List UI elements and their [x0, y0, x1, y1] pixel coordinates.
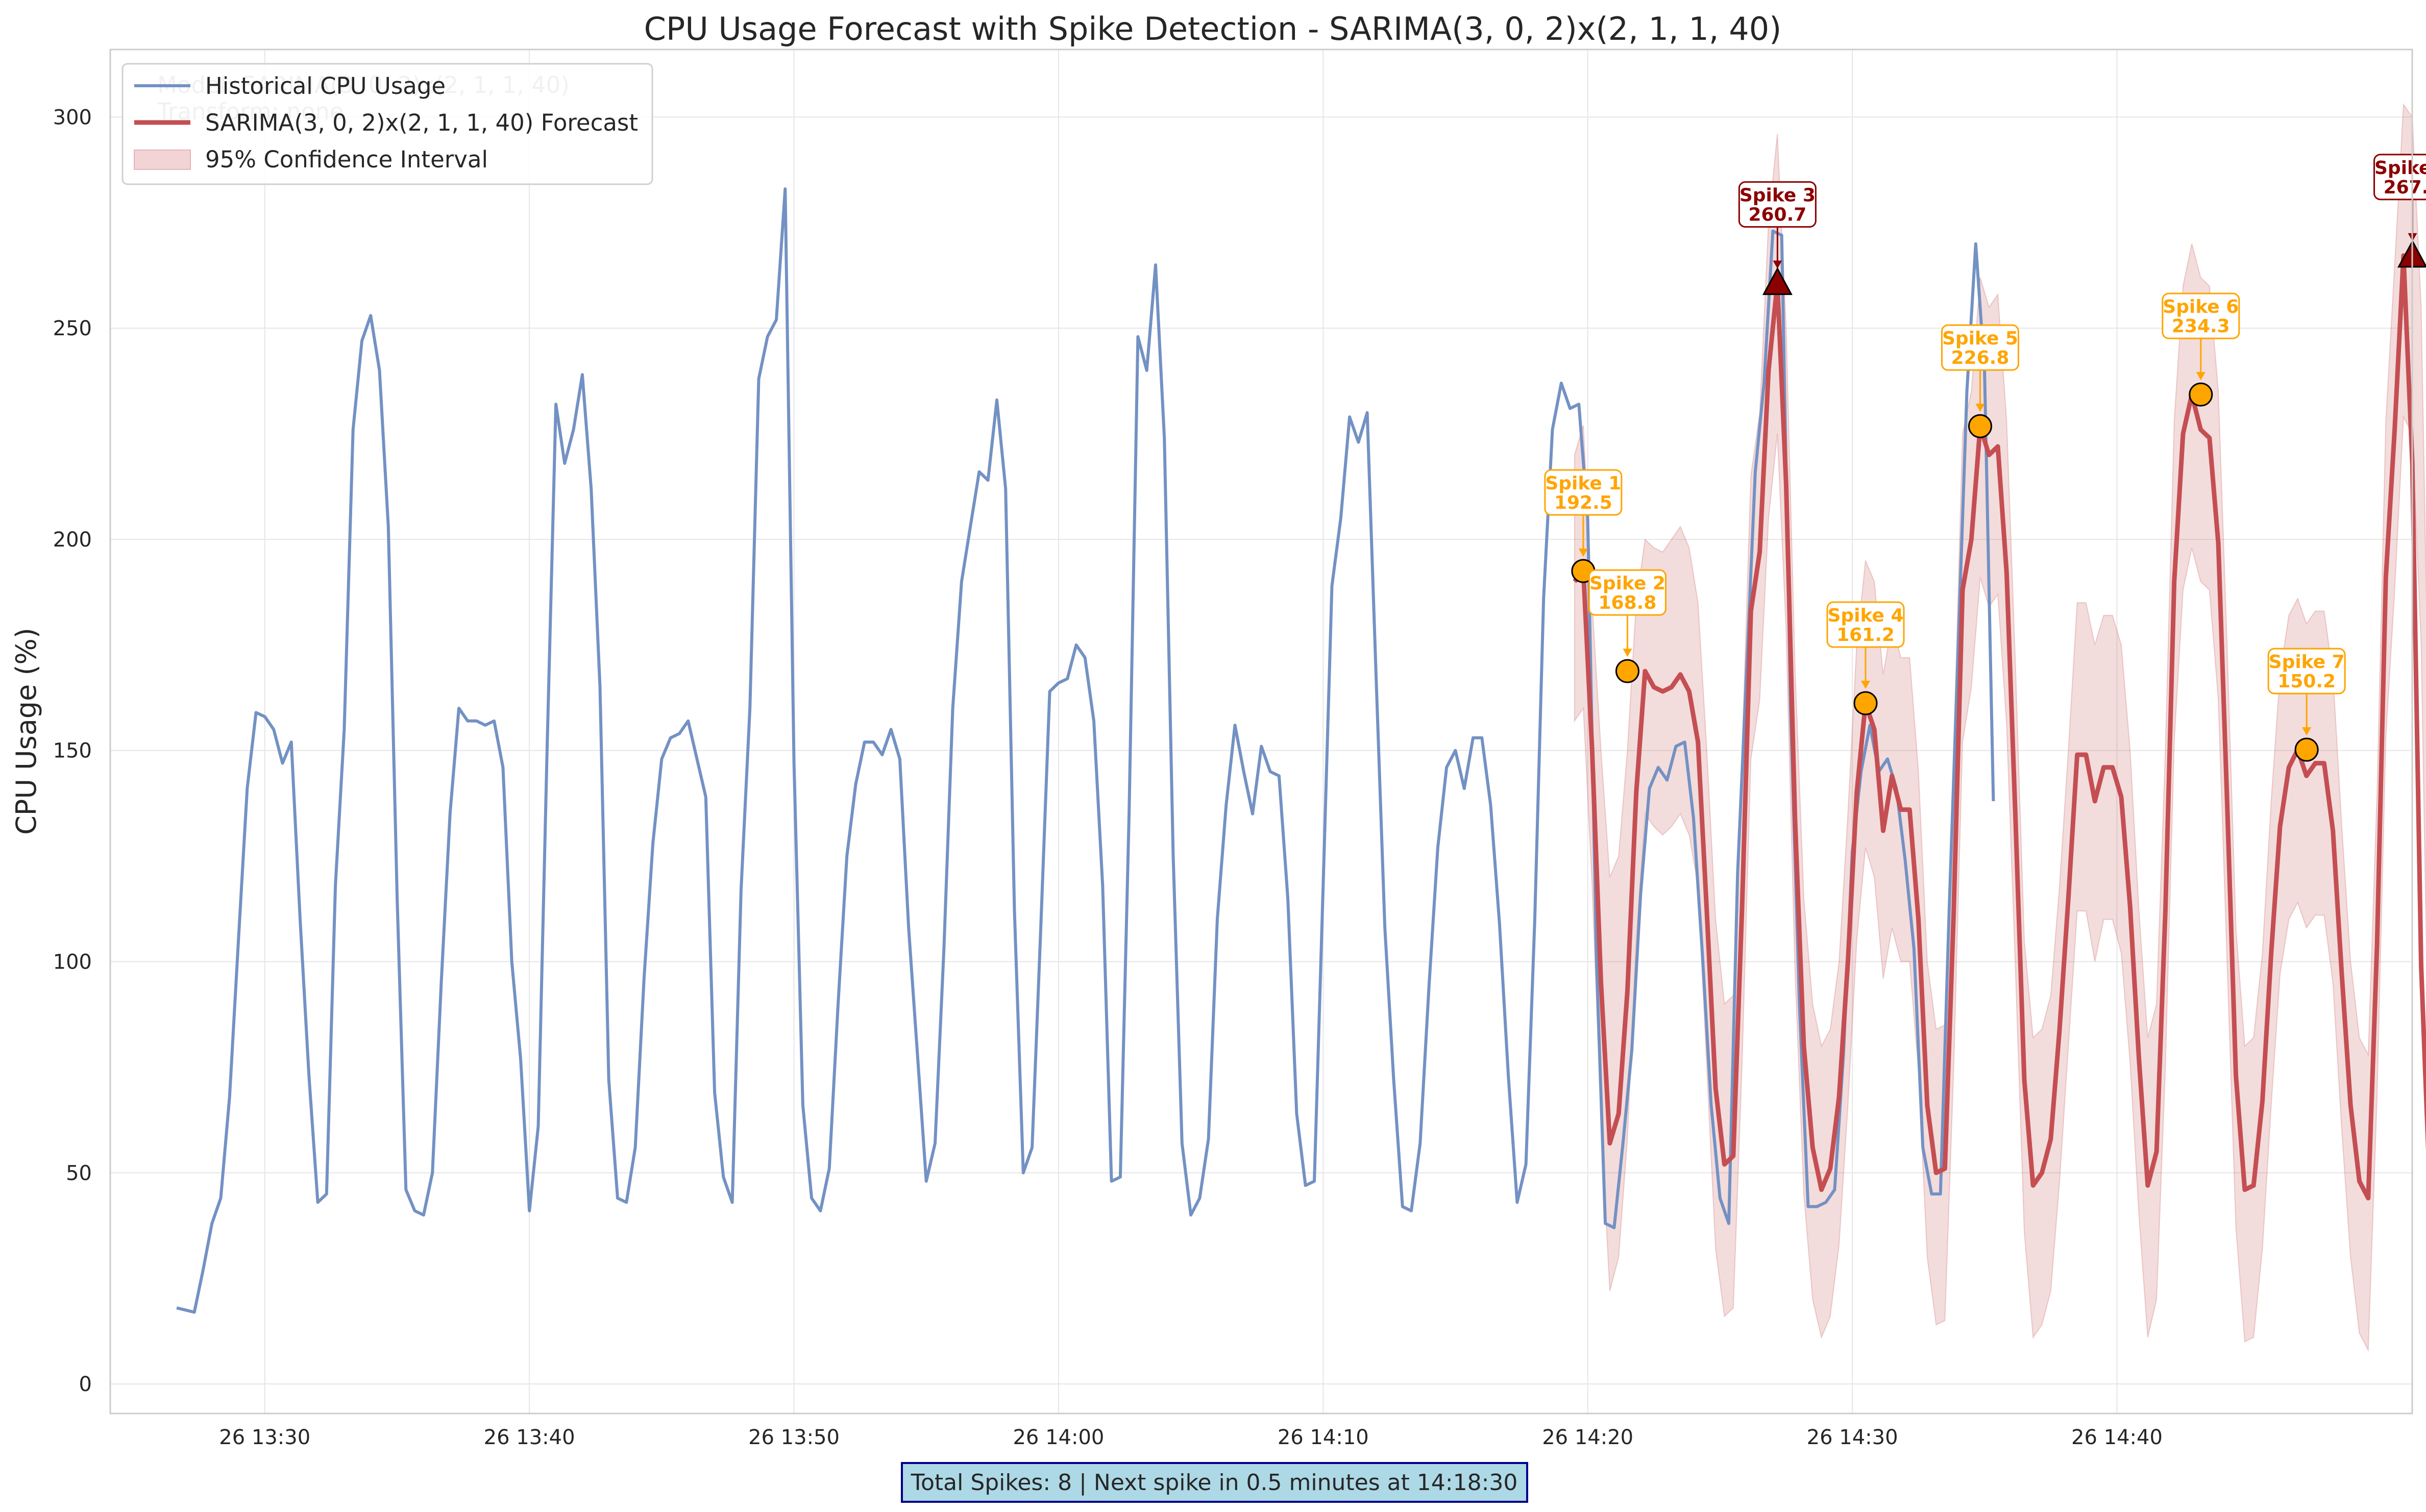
confidence-interval-band	[1574, 103, 2426, 1352]
x-tick-labels: 26 13:30 26 13:40 26 13:50 26 14:00 26 14:10…	[219, 1426, 2163, 1449]
spike-label-box	[2267, 648, 2346, 695]
confidence-interval-layer	[1574, 103, 2426, 1352]
grid-layer	[110, 49, 2412, 1414]
spike-label-name: Spike 1	[1545, 473, 1621, 494]
spike-arrow-head	[1773, 260, 1782, 269]
spike-point	[1615, 659, 1639, 683]
spike-label-value: 150.2	[2277, 671, 2336, 692]
spike-label-name: Spike 4	[1827, 605, 1903, 626]
summary-box-frame	[901, 1462, 1528, 1503]
legend-box	[121, 63, 653, 185]
spike-label-box	[1941, 324, 2019, 371]
x-tick-label: 26 13:40	[484, 1426, 575, 1449]
spike-label-name: Spike 5	[1942, 328, 2018, 349]
spike-point	[2294, 737, 2319, 762]
spike-label-name: Spike 8	[2374, 158, 2426, 179]
spike-label-value: 234.3	[2172, 316, 2230, 337]
spike-label-value: 226.8	[1951, 348, 2010, 368]
spike-label-box	[1588, 569, 1667, 616]
spike-arrow-head	[1975, 404, 1985, 412]
y-tick-label: 50	[66, 1161, 92, 1185]
x-tick-label: 26 13:30	[219, 1426, 310, 1449]
plot-frame	[109, 48, 2413, 1415]
x-tick-label: 26 14:20	[1542, 1426, 1633, 1449]
spike-label-box	[1544, 469, 1623, 516]
y-tick-label: 300	[53, 106, 92, 129]
spike-label-value: 267.2	[2384, 177, 2426, 198]
chart-title: CPU Usage Forecast with Spike Detection …	[644, 10, 1782, 47]
spike-point-high	[1762, 267, 1793, 295]
spike-label-name: Spike 6	[2163, 296, 2239, 317]
spike-label-name: Spike 2	[1589, 573, 1665, 594]
spike-label-box	[2162, 292, 2240, 339]
legend: Historical CPU Usage SARIMA(3, 0, 2)x(2,…	[121, 63, 653, 185]
spike-arrow-head	[1861, 681, 1871, 689]
x-tick-label: 26 13:50	[748, 1426, 840, 1449]
legend-forecast-label: SARIMA(3, 0, 2)x(2, 1, 1, 40) Forecast	[205, 109, 638, 136]
spike-arrow-head	[1623, 649, 1632, 657]
y-tick-label: 100	[53, 951, 92, 974]
x-tick-label: 26 14:30	[1807, 1426, 1898, 1449]
forecast-series-line	[1573, 253, 2426, 1201]
spike-label-box	[1826, 601, 1905, 648]
spike-arrow-head	[2196, 372, 2206, 381]
spike-arrow-head	[1578, 549, 1588, 557]
spike-label-value: 192.5	[1554, 492, 1612, 513]
spike-arrow-head	[2302, 727, 2312, 736]
historical-series-line	[176, 187, 1995, 1314]
spike-point	[1968, 414, 1992, 438]
y-tick-label: 250	[53, 317, 92, 340]
legend-ci-label: 95% Confidence Interval	[205, 146, 488, 173]
y-axis-label: CPU Usage (%)	[10, 628, 42, 835]
spike-point	[2189, 382, 2213, 407]
y-tick-label: 150	[53, 739, 92, 763]
legend-ci-swatch	[134, 150, 191, 170]
y-tick-labels: 0 50 100 150 200 250 300	[53, 106, 92, 1396]
summary-box: Total Spikes: 8 | Next spike in 0.5 minu…	[901, 1462, 1528, 1503]
y-tick-label: 200	[53, 528, 92, 552]
spike-label-value: 161.2	[1836, 625, 1895, 646]
legend-historical-label: Historical CPU Usage	[205, 72, 446, 100]
spike-label-name: Spike 3	[1739, 185, 1816, 206]
spike-point	[1853, 691, 1878, 715]
x-tick-label: 26 14:40	[2071, 1426, 2163, 1449]
y-tick-label: 0	[79, 1373, 92, 1396]
spike-label-name: Spike 7	[2269, 652, 2345, 673]
x-tick-label: 26 14:10	[1278, 1426, 1369, 1449]
summary-text: Total Spikes: 8 | Next spike in 0.5 minu…	[911, 1470, 1518, 1496]
series-layer	[176, 187, 2426, 1314]
spike-label-box	[1738, 181, 1817, 228]
x-tick-label: 26 14:00	[1013, 1426, 1104, 1449]
spike-label-value: 168.8	[1599, 592, 1657, 613]
spike-label-value: 260.7	[1748, 205, 1806, 226]
